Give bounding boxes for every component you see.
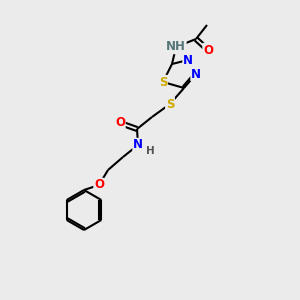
Text: S: S — [166, 98, 174, 110]
Text: S: S — [159, 76, 167, 88]
Text: NH: NH — [166, 40, 186, 53]
Text: O: O — [94, 178, 104, 191]
Text: O: O — [203, 44, 213, 56]
Text: N: N — [183, 53, 193, 67]
Text: H: H — [146, 146, 154, 156]
Text: O: O — [115, 116, 125, 130]
Text: N: N — [191, 68, 201, 80]
Text: N: N — [133, 139, 143, 152]
